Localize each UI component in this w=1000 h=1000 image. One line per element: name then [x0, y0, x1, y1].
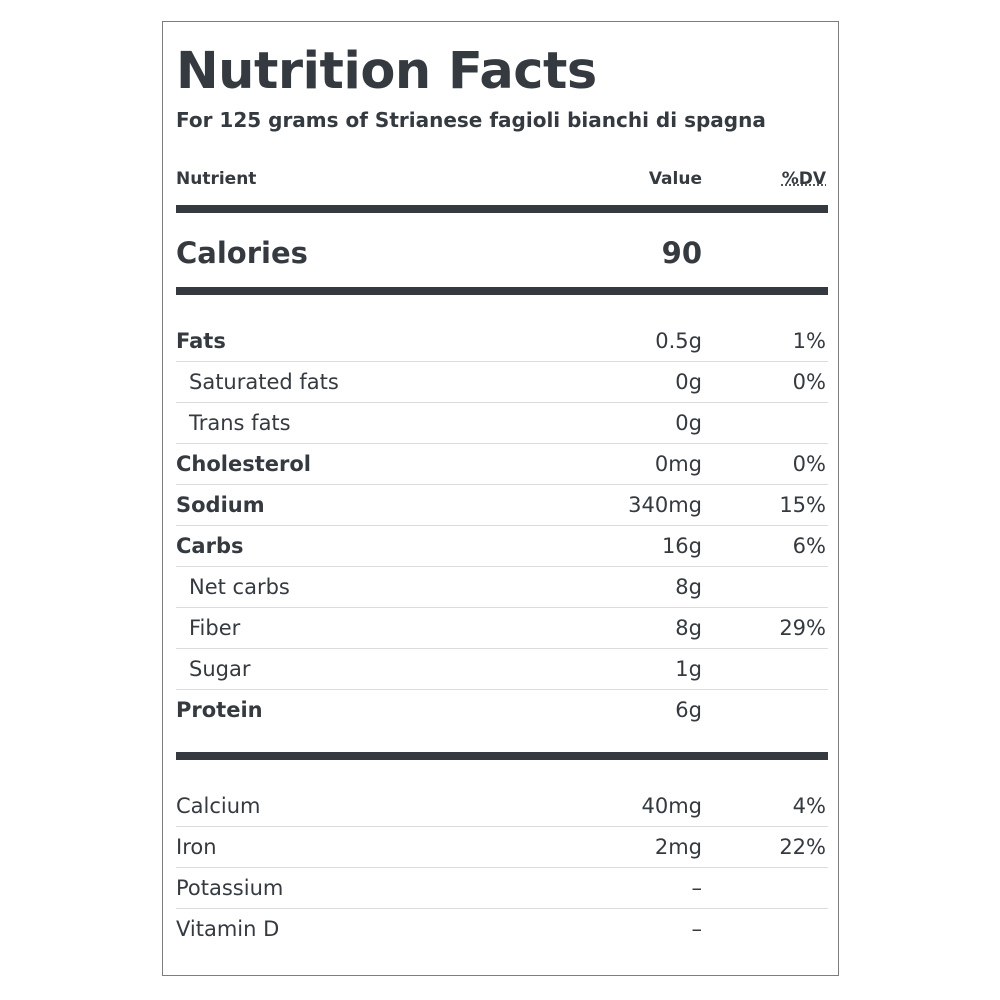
table-row: Calcium 40mg 4%: [176, 786, 828, 827]
nutrient-value: 8g: [675, 575, 702, 599]
nutrient-dv: 6%: [792, 534, 826, 558]
nutrient-value: 2mg: [654, 835, 702, 859]
nutrient-value: 16g: [661, 534, 702, 558]
table-row: Protein 6g: [176, 690, 828, 731]
table-row: Sugar 1g: [176, 649, 828, 690]
table-row: Fiber 8g 29%: [176, 608, 828, 649]
nutrient-name: Calcium: [176, 794, 261, 818]
calories-label: Calories: [176, 236, 308, 270]
table-row: Trans fats 0g: [176, 403, 828, 444]
nutrient-dv: 22%: [779, 835, 826, 859]
table-row: Fats 0.5g 1%: [176, 321, 828, 362]
nutrient-name: Trans fats: [189, 411, 291, 435]
nutrient-value: 0.5g: [655, 329, 702, 353]
nutrient-value: 40mg: [641, 794, 702, 818]
nutrient-value: 6g: [675, 698, 702, 722]
nutrient-dv: 0%: [792, 370, 826, 394]
column-header-dv[interactable]: %DV: [781, 169, 826, 189]
table-row: Carbs 16g 6%: [176, 526, 828, 567]
nutrient-dv: 1%: [792, 329, 826, 353]
nutrient-name: Protein: [176, 698, 263, 722]
table-row: Potassium –: [176, 868, 828, 909]
table-row: Vitamin D –: [176, 909, 828, 950]
table-row: Cholesterol 0mg 0%: [176, 444, 828, 485]
nutrient-value: 340mg: [628, 493, 702, 517]
nutrient-dv: 15%: [779, 493, 826, 517]
nutrient-dv: 29%: [779, 616, 826, 640]
nutrient-name: Saturated fats: [189, 370, 339, 394]
nutrient-value: 0g: [675, 411, 702, 435]
nutrition-label: Nutrition Facts For 125 grams of Striane…: [162, 21, 839, 976]
nutrient-name: Net carbs: [189, 575, 290, 599]
nutrient-value: 0mg: [654, 452, 702, 476]
nutrient-name: Cholesterol: [176, 452, 311, 476]
nutrient-value: 8g: [675, 616, 702, 640]
divider-thick: [176, 287, 828, 295]
nutrient-name: Fats: [176, 329, 226, 353]
table-row: Net carbs 8g: [176, 567, 828, 608]
nutrient-name: Iron: [176, 835, 217, 859]
nutrient-name: Sodium: [176, 493, 265, 517]
nutrient-name: Fiber: [189, 616, 241, 640]
column-header-nutrient: Nutrient: [176, 169, 257, 189]
label-title: Nutrition Facts: [176, 42, 597, 101]
nutrient-table: Fats 0.5g 1% Saturated fats 0g 0% Trans fats 0g…: [176, 321, 828, 731]
nutrient-value: 0g: [675, 370, 702, 394]
nutrient-value: –: [691, 876, 703, 900]
nutrient-name: Potassium: [176, 876, 284, 900]
label-subtitle: For 125 grams of Strianese fagioli bianc…: [176, 108, 766, 132]
nutrient-dv: 0%: [792, 452, 826, 476]
calories-value: 90: [661, 236, 702, 270]
nutrient-dv: 4%: [792, 794, 826, 818]
divider-thick: [176, 205, 828, 213]
nutrient-value: –: [691, 917, 703, 941]
nutrient-name: Carbs: [176, 534, 244, 558]
table-row: Saturated fats 0g 0%: [176, 362, 828, 403]
divider-thick: [176, 752, 828, 760]
nutrient-name: Sugar: [189, 657, 251, 681]
table-row: Iron 2mg 22%: [176, 827, 828, 868]
table-row: Sodium 340mg 15%: [176, 485, 828, 526]
nutrient-name: Vitamin D: [176, 917, 280, 941]
column-header-value: Value: [648, 169, 702, 189]
mineral-table: Calcium 40mg 4% Iron 2mg 22% Potassium – Vitamin…: [176, 786, 828, 950]
nutrient-value: 1g: [675, 657, 702, 681]
